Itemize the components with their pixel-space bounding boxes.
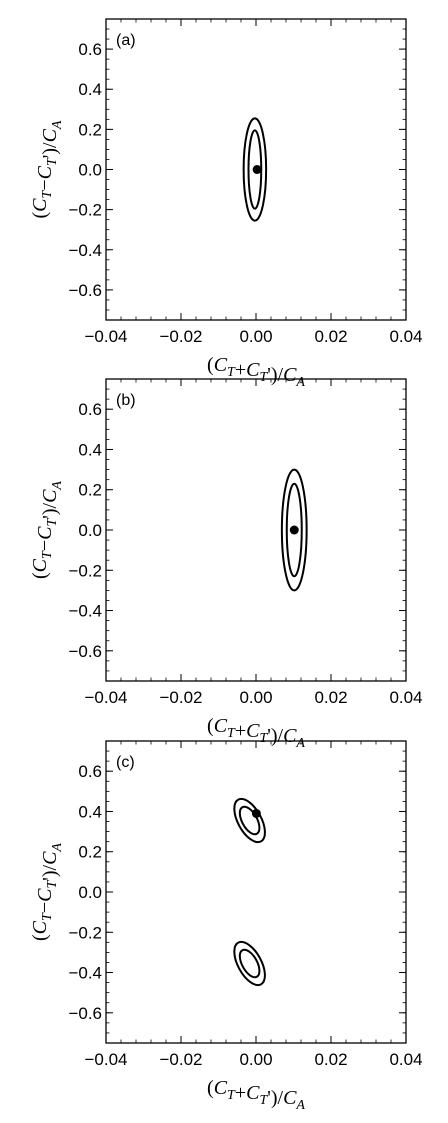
contour-outer [233,797,266,844]
x-tick-label: −0.02 [159,1050,202,1069]
plot-frame [105,740,407,1044]
y-axis-label: (CT−CT')/CA [29,120,65,218]
contour-inner [285,482,303,578]
y-tick-label: 0.0 [78,883,102,902]
y-tick-label: −0.6 [68,281,102,300]
x-tick-label: 0.02 [314,1050,347,1069]
x-tick-label: 0.00 [239,688,272,707]
y-tick-label: −0.6 [68,642,102,661]
y-tick-label: 0.4 [78,440,102,459]
y-tick-label: −0.4 [68,964,102,983]
x-tick-label: 0.00 [239,1050,272,1069]
contour-outer [280,468,308,592]
x-tick-label: 0.00 [239,327,272,346]
y-tick-label: 0.4 [78,80,102,99]
y-tick-label: 0.2 [78,120,102,139]
x-tick-label: 0.02 [314,688,347,707]
y-tick-label: 0.6 [78,400,102,419]
y-axis-label: (CT−CT')/CA [29,481,65,579]
best-fit-point [251,808,261,818]
x-tick-label: 0.04 [389,688,422,707]
panel-a: −0.04 −0.02 0.00 0.02 0.04 −0.6 −0.4 −0.2 0.0 0.2… [29,18,423,390]
y-tick-label: 0.2 [78,481,102,500]
x-axis-label: (CT+CT')/CA [207,1077,305,1113]
y-tick-label: 0.2 [78,843,102,862]
contour-inner [238,948,261,979]
y-tick-label: 0.6 [78,762,102,781]
panel-label: (c) [116,754,135,771]
plot-frame [105,378,407,682]
best-fit-point [252,165,262,174]
x-tick-label: −0.04 [84,688,127,707]
best-fit-point [289,525,299,535]
panel-c: −0.04 −0.02 0.00 0.02 0.04 −0.6 −0.4 −0.2 0.0 0.2… [29,740,423,1113]
y-tick-label: −0.6 [68,1004,102,1023]
panel-label: (a) [116,32,136,49]
contour-outer [242,117,268,222]
y-tick-label: 0.6 [78,40,102,59]
x-tick-label: −0.04 [84,327,127,346]
y-tick-label: −0.2 [68,201,102,220]
contour-outer [233,940,266,987]
contour-inner [238,805,261,836]
y-tick-label: −0.4 [68,602,102,621]
y-tick-label: 0.0 [78,521,102,540]
y-axis-label: (CT−CT')/CA [29,843,65,941]
x-tick-label: 0.02 [314,327,347,346]
y-tick-label: −0.4 [68,241,102,260]
panel-b: −0.04 −0.02 0.00 0.02 0.04 −0.6 −0.4 −0.2 0.0 0.2… [29,378,423,751]
x-tick-label: 0.04 [389,327,422,346]
x-tick-label: −0.02 [159,327,202,346]
x-tick-label: −0.04 [84,1050,127,1069]
panel-label: (b) [116,392,136,409]
y-tick-label: −0.2 [68,561,102,580]
x-tick-label: 0.04 [389,1050,422,1069]
y-tick-label: 0.0 [78,161,102,180]
x-tick-label: −0.02 [159,688,202,707]
y-tick-label: 0.4 [78,802,102,821]
y-tick-label: −0.2 [68,923,102,942]
